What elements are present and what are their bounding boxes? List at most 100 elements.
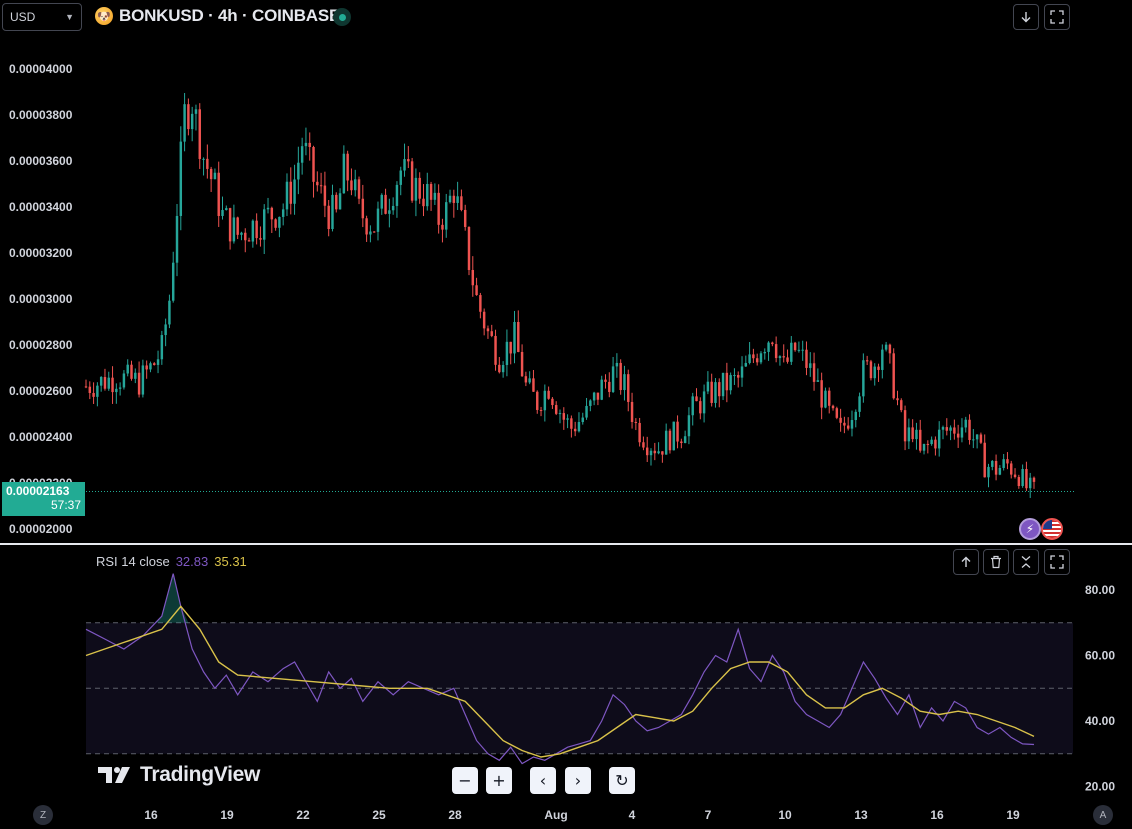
candle-body bbox=[463, 209, 467, 227]
candle-body bbox=[297, 162, 300, 180]
currency-select[interactable]: USD ▼ bbox=[2, 3, 82, 31]
candle-body bbox=[805, 349, 808, 368]
candle-body bbox=[581, 417, 584, 423]
candle-body bbox=[953, 427, 956, 434]
fullscreen-icon bbox=[1050, 10, 1064, 24]
candle-body bbox=[687, 415, 691, 437]
candle-body bbox=[562, 413, 566, 420]
candle-body bbox=[270, 207, 274, 220]
candle-body bbox=[554, 405, 558, 414]
candle-body bbox=[115, 388, 118, 393]
time-tick-label: 19 bbox=[220, 808, 234, 822]
time-tick-label: 16 bbox=[930, 808, 944, 822]
candle-body bbox=[846, 425, 850, 429]
download-button[interactable] bbox=[1013, 4, 1039, 30]
time-tick-label: 28 bbox=[448, 808, 462, 822]
candle-body bbox=[175, 215, 179, 263]
candle-body bbox=[134, 372, 137, 379]
candle-body bbox=[937, 429, 941, 449]
candle-body bbox=[695, 396, 698, 402]
candle-body bbox=[865, 360, 869, 362]
candle-body bbox=[228, 208, 232, 242]
candle-body bbox=[479, 295, 482, 312]
delete-pane-button[interactable] bbox=[983, 549, 1009, 575]
candle-body bbox=[149, 363, 152, 370]
candle-body bbox=[335, 194, 338, 210]
candle-body bbox=[285, 181, 289, 210]
candle-body bbox=[881, 349, 884, 370]
timezone-button[interactable]: Z bbox=[33, 805, 53, 825]
candle-body bbox=[900, 400, 903, 411]
candle-body bbox=[103, 377, 107, 389]
scroll-left-button[interactable]: ‹ bbox=[530, 767, 556, 794]
candle-body bbox=[884, 344, 888, 350]
candle-body bbox=[721, 372, 725, 397]
time-tick-label: 13 bbox=[854, 808, 868, 822]
auto-scale-button[interactable]: A bbox=[1093, 805, 1113, 825]
candle-body bbox=[645, 447, 649, 456]
candle-body bbox=[778, 356, 782, 359]
candle-body bbox=[782, 356, 785, 358]
candle-body bbox=[1021, 468, 1024, 486]
candle-body bbox=[380, 194, 384, 209]
zoom-out-button[interactable]: − bbox=[452, 767, 478, 794]
candle-body bbox=[304, 142, 308, 147]
candle-body bbox=[281, 209, 285, 217]
candle-body bbox=[513, 321, 516, 354]
candle-body bbox=[429, 183, 433, 200]
scroll-right-button[interactable]: › bbox=[565, 767, 591, 794]
fullscreen-button[interactable] bbox=[1044, 4, 1070, 30]
candle-body bbox=[558, 413, 562, 415]
fullscreen-icon bbox=[1050, 555, 1064, 569]
candle-body bbox=[604, 379, 607, 382]
arrow-down-icon bbox=[1021, 12, 1031, 23]
candle-body bbox=[187, 104, 190, 130]
maximize-pane-button[interactable] bbox=[1044, 549, 1070, 575]
bar-countdown: 57:37 bbox=[50, 498, 81, 512]
candle-body bbox=[960, 427, 964, 438]
candle-body bbox=[156, 359, 160, 365]
candle-body bbox=[498, 364, 501, 373]
candle-body bbox=[812, 363, 816, 382]
candle-body bbox=[596, 392, 600, 400]
symbol-title[interactable]: BONKUSD · 4h · COINBASE bbox=[119, 6, 341, 25]
candle-body bbox=[630, 401, 634, 422]
candle-body bbox=[824, 390, 827, 408]
us-flag-icon[interactable] bbox=[1041, 518, 1063, 540]
candle-body bbox=[676, 421, 679, 442]
candle-body bbox=[361, 198, 365, 219]
candle-body bbox=[623, 374, 626, 391]
candle-body bbox=[225, 208, 228, 211]
move-pane-up-button[interactable] bbox=[953, 549, 979, 575]
candle-body bbox=[979, 434, 983, 443]
lightning-icon[interactable]: ⚡ bbox=[1019, 518, 1041, 540]
candle-body bbox=[126, 364, 129, 374]
candle-body bbox=[972, 439, 975, 441]
candle-body bbox=[850, 420, 854, 429]
candle-body bbox=[452, 195, 456, 203]
pane-separator[interactable] bbox=[0, 543, 1132, 545]
zoom-in-button[interactable]: + bbox=[486, 767, 512, 794]
candle-body bbox=[767, 342, 770, 352]
candle-body bbox=[338, 193, 342, 210]
rsi-legend[interactable]: RSI 14 close 32.83 35.31 bbox=[96, 554, 247, 569]
candle-body bbox=[968, 419, 971, 441]
candle-body bbox=[771, 342, 774, 345]
candle-body bbox=[293, 179, 296, 204]
price-tick-label: 0.00002600 bbox=[9, 384, 73, 398]
candle-body bbox=[528, 378, 531, 383]
candle-body bbox=[911, 427, 914, 440]
candle-body bbox=[809, 363, 812, 368]
price-tick-label: 0.00003600 bbox=[9, 154, 73, 168]
market-status-icon[interactable] bbox=[333, 8, 351, 26]
reset-chart-button[interactable]: ↻ bbox=[609, 767, 635, 794]
candle-body bbox=[145, 365, 148, 370]
tradingview-watermark[interactable]: TradingView bbox=[98, 763, 260, 787]
collapse-pane-button[interactable] bbox=[1013, 549, 1039, 575]
candle-body bbox=[983, 442, 986, 478]
candle-body bbox=[259, 238, 262, 240]
candle-body bbox=[831, 405, 835, 409]
price-tick-label: 0.00004000 bbox=[9, 62, 73, 76]
price-tick-label: 0.00002000 bbox=[9, 522, 73, 536]
